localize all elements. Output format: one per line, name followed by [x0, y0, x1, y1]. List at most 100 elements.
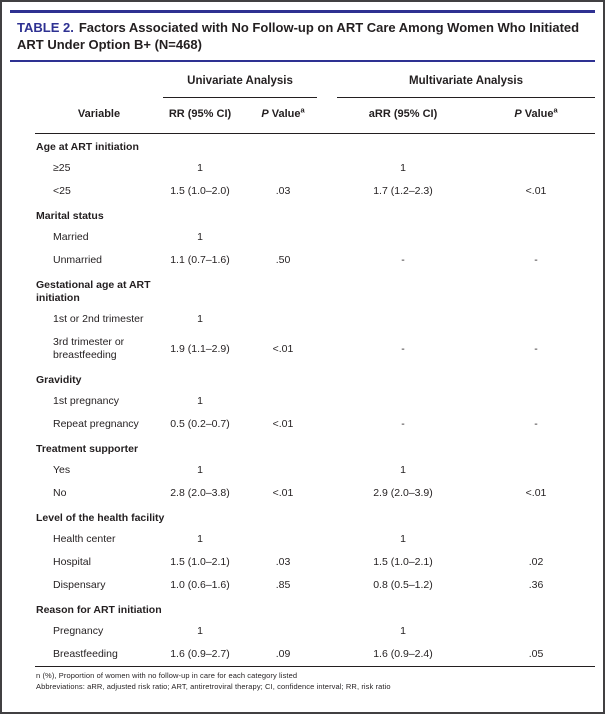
value-cell: 1.7 (1.2–2.3) — [373, 185, 433, 197]
table-row: 1st or 2nd trimester 1 — [35, 308, 595, 331]
table-title-text: Factors Associated with No Follow-up on … — [17, 20, 580, 52]
table-row: <25 1.5 (1.0–2.0) .03 1.7 (1.2–2.3) <.01 — [35, 180, 595, 203]
footnote-abbreviations: Abbreviations: aRR, adjusted risk ratio;… — [36, 681, 391, 691]
category-label-text: Gestational age at ART initiation — [36, 279, 151, 304]
p-italic: P — [261, 108, 269, 120]
value-cell: .09 — [275, 648, 291, 660]
variable-label: Breastfeeding — [53, 648, 118, 660]
value-cell — [477, 157, 595, 180]
value-cell — [237, 390, 329, 413]
value-cell — [237, 226, 329, 249]
category-label-text: Age at ART initiation — [36, 141, 139, 153]
col-header-variable: Variable — [35, 98, 163, 134]
value-cell — [477, 459, 595, 482]
value-cell: 1.5 (1.0–2.0) — [170, 185, 230, 197]
variable-label: No — [53, 487, 67, 499]
category-label: Gestational age at ART initiation — [35, 272, 595, 308]
value-cell: - — [401, 342, 405, 355]
category-label: Age at ART initiation — [35, 134, 595, 158]
p-italic: P — [514, 108, 522, 120]
value-cell — [237, 459, 329, 482]
value-cell: 1 — [197, 464, 203, 476]
table-row: Breastfeeding 1.6 (0.9–2.7) .09 1.6 (0.9–2.… — [35, 643, 595, 666]
value-cell: .02 — [528, 556, 544, 568]
table-row: Married 1 — [35, 226, 595, 249]
value-cell: <.01 — [272, 418, 294, 430]
value-cell: 1 — [197, 162, 203, 174]
value-cell — [237, 308, 329, 331]
value-cell: 1.6 (0.9–2.4) — [373, 648, 433, 660]
table-header: Univariate Analysis Multivariate Analysi… — [35, 62, 596, 134]
category-row: Treatment supporter — [35, 436, 595, 459]
category-row: Gestational age at ART initiation — [35, 272, 595, 308]
table-number-label: TABLE 2. — [17, 20, 74, 35]
col-header-p-univariate: P Valuea — [237, 98, 329, 134]
column-header-row: Variable RR (95% CI) P Valuea aRR (95% C… — [35, 98, 596, 134]
value-cell: - — [401, 254, 405, 266]
value-cell — [477, 226, 595, 249]
variable-label: Yes — [53, 464, 71, 476]
p-word: Value — [524, 108, 554, 120]
table-row: Repeat pregnancy 0.5 (0.2–0.7) <.01 - - — [35, 413, 595, 436]
table-row: No 2.8 (2.0–3.8) <.01 2.9 (2.0–3.9) <.01 — [35, 482, 595, 505]
multivariate-group-label: Multivariate Analysis — [337, 75, 596, 98]
category-label: Reason for ART initiation — [35, 597, 595, 620]
value-cell: 1 — [197, 231, 203, 243]
p-footnote-marker: a — [300, 105, 305, 115]
value-cell — [237, 620, 329, 643]
variable-label: Unmarried — [53, 254, 103, 266]
footnote-proportion: n (%), Proportion of women with no follo… — [36, 671, 298, 680]
variable-label: <25 — [53, 185, 71, 197]
value-cell: 1 — [400, 464, 406, 476]
p-footnote-marker: a — [553, 105, 558, 115]
variable-label: Health center — [53, 533, 116, 545]
value-cell: 1 — [197, 395, 203, 407]
value-cell — [477, 308, 595, 331]
value-cell — [329, 390, 477, 413]
table-body: Age at ART initiation ≥25 1 1 <25 1.5 (1.0–2.… — [35, 134, 595, 667]
value-cell: 0.8 (0.5–1.2) — [373, 579, 433, 591]
category-row: Marital status — [35, 203, 595, 226]
table-row: 1st pregnancy 1 — [35, 390, 595, 413]
value-cell: <.01 — [525, 185, 547, 197]
multivariate-group-header: Multivariate Analysis — [329, 62, 596, 98]
variable-label: 1st or 2nd trimester — [53, 313, 144, 325]
value-cell: 1 — [197, 533, 203, 545]
value-cell — [477, 390, 595, 413]
value-cell: 1.9 (1.1–2.9) — [170, 342, 230, 355]
variable-label: Repeat pregnancy — [53, 418, 139, 430]
univariate-group-label: Univariate Analysis — [163, 75, 317, 98]
value-cell: 1 — [400, 533, 406, 545]
variable-label: Pregnancy — [53, 625, 104, 637]
value-cell: 1 — [197, 313, 203, 325]
header-spacer — [35, 62, 163, 98]
table-title: TABLE 2. Factors Associated with No Follo… — [17, 19, 591, 53]
category-label: Treatment supporter — [35, 436, 595, 459]
value-cell: 1 — [400, 625, 406, 637]
value-cell: 2.9 (2.0–3.9) — [373, 487, 433, 499]
univariate-group-header: Univariate Analysis — [163, 62, 329, 98]
value-cell: - — [534, 254, 538, 266]
value-cell: .03 — [275, 556, 291, 568]
value-cell: <.01 — [272, 487, 294, 499]
col-header-p-multivariate: P Valuea — [477, 98, 596, 134]
value-cell — [329, 308, 477, 331]
value-cell: - — [534, 342, 538, 355]
variable-label: 1st pregnancy — [53, 395, 119, 407]
value-cell: 0.5 (0.2–0.7) — [170, 418, 230, 430]
category-row: Reason for ART initiation — [35, 597, 595, 620]
value-cell: .05 — [528, 648, 544, 660]
value-cell: 1.6 (0.9–2.7) — [170, 648, 230, 660]
value-cell: <.01 — [525, 487, 547, 499]
category-label-text: Marital status — [36, 210, 104, 222]
category-row: Age at ART initiation — [35, 134, 595, 158]
p-word: Value — [271, 108, 301, 120]
table-row: ≥25 1 1 — [35, 157, 595, 180]
value-cell: 1.0 (0.6–1.6) — [170, 579, 230, 591]
category-row: Level of the health facility — [35, 505, 595, 528]
value-cell: 1.1 (0.7–1.6) — [170, 254, 230, 266]
variable-label: ≥25 — [53, 162, 71, 174]
value-cell — [477, 620, 595, 643]
table-row: Pregnancy 1 1 — [35, 620, 595, 643]
